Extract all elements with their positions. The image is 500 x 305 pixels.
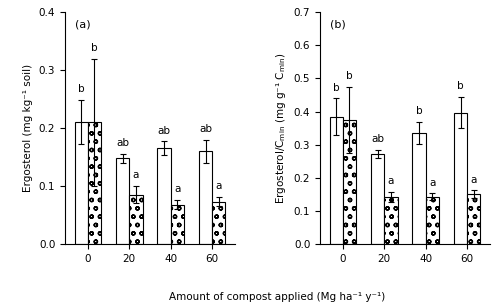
Bar xyxy=(74,122,88,244)
Text: a: a xyxy=(132,170,139,180)
Text: ab: ab xyxy=(116,138,129,148)
Text: ab: ab xyxy=(371,134,384,144)
Bar xyxy=(158,148,170,244)
Text: b: b xyxy=(78,84,84,95)
Text: a: a xyxy=(216,181,222,191)
Text: b: b xyxy=(416,106,422,116)
Text: ab: ab xyxy=(199,124,212,134)
Bar xyxy=(130,195,142,244)
Text: b: b xyxy=(91,43,98,53)
Bar xyxy=(116,158,130,244)
Bar xyxy=(199,151,212,244)
Text: b: b xyxy=(333,82,340,92)
Bar xyxy=(384,197,398,244)
Bar xyxy=(371,154,384,244)
Bar xyxy=(212,202,226,244)
Text: b: b xyxy=(346,71,353,81)
Text: a: a xyxy=(174,184,180,194)
Text: a: a xyxy=(429,178,436,188)
Bar xyxy=(88,122,101,244)
Bar xyxy=(426,197,439,244)
Bar xyxy=(170,205,184,244)
Bar xyxy=(343,120,356,244)
Bar xyxy=(454,113,467,244)
Text: a: a xyxy=(470,174,477,185)
Text: a: a xyxy=(388,176,394,186)
Text: ab: ab xyxy=(158,126,170,136)
Bar xyxy=(412,133,426,244)
Text: b: b xyxy=(457,81,464,91)
Y-axis label: Ergosterol (mg kg⁻¹ soil): Ergosterol (mg kg⁻¹ soil) xyxy=(23,64,33,192)
Text: (b): (b) xyxy=(330,19,346,29)
Text: (a): (a) xyxy=(75,19,91,29)
Y-axis label: Ergosterol/C$_\mathregular{min}$ (mg g⁻¹ C$_\mathregular{min}$): Ergosterol/C$_\mathregular{min}$ (mg g⁻¹… xyxy=(274,52,288,204)
Bar xyxy=(467,194,480,244)
Text: Amount of compost applied (Mg ha⁻¹ y⁻¹): Amount of compost applied (Mg ha⁻¹ y⁻¹) xyxy=(170,292,386,302)
Bar xyxy=(330,117,343,244)
